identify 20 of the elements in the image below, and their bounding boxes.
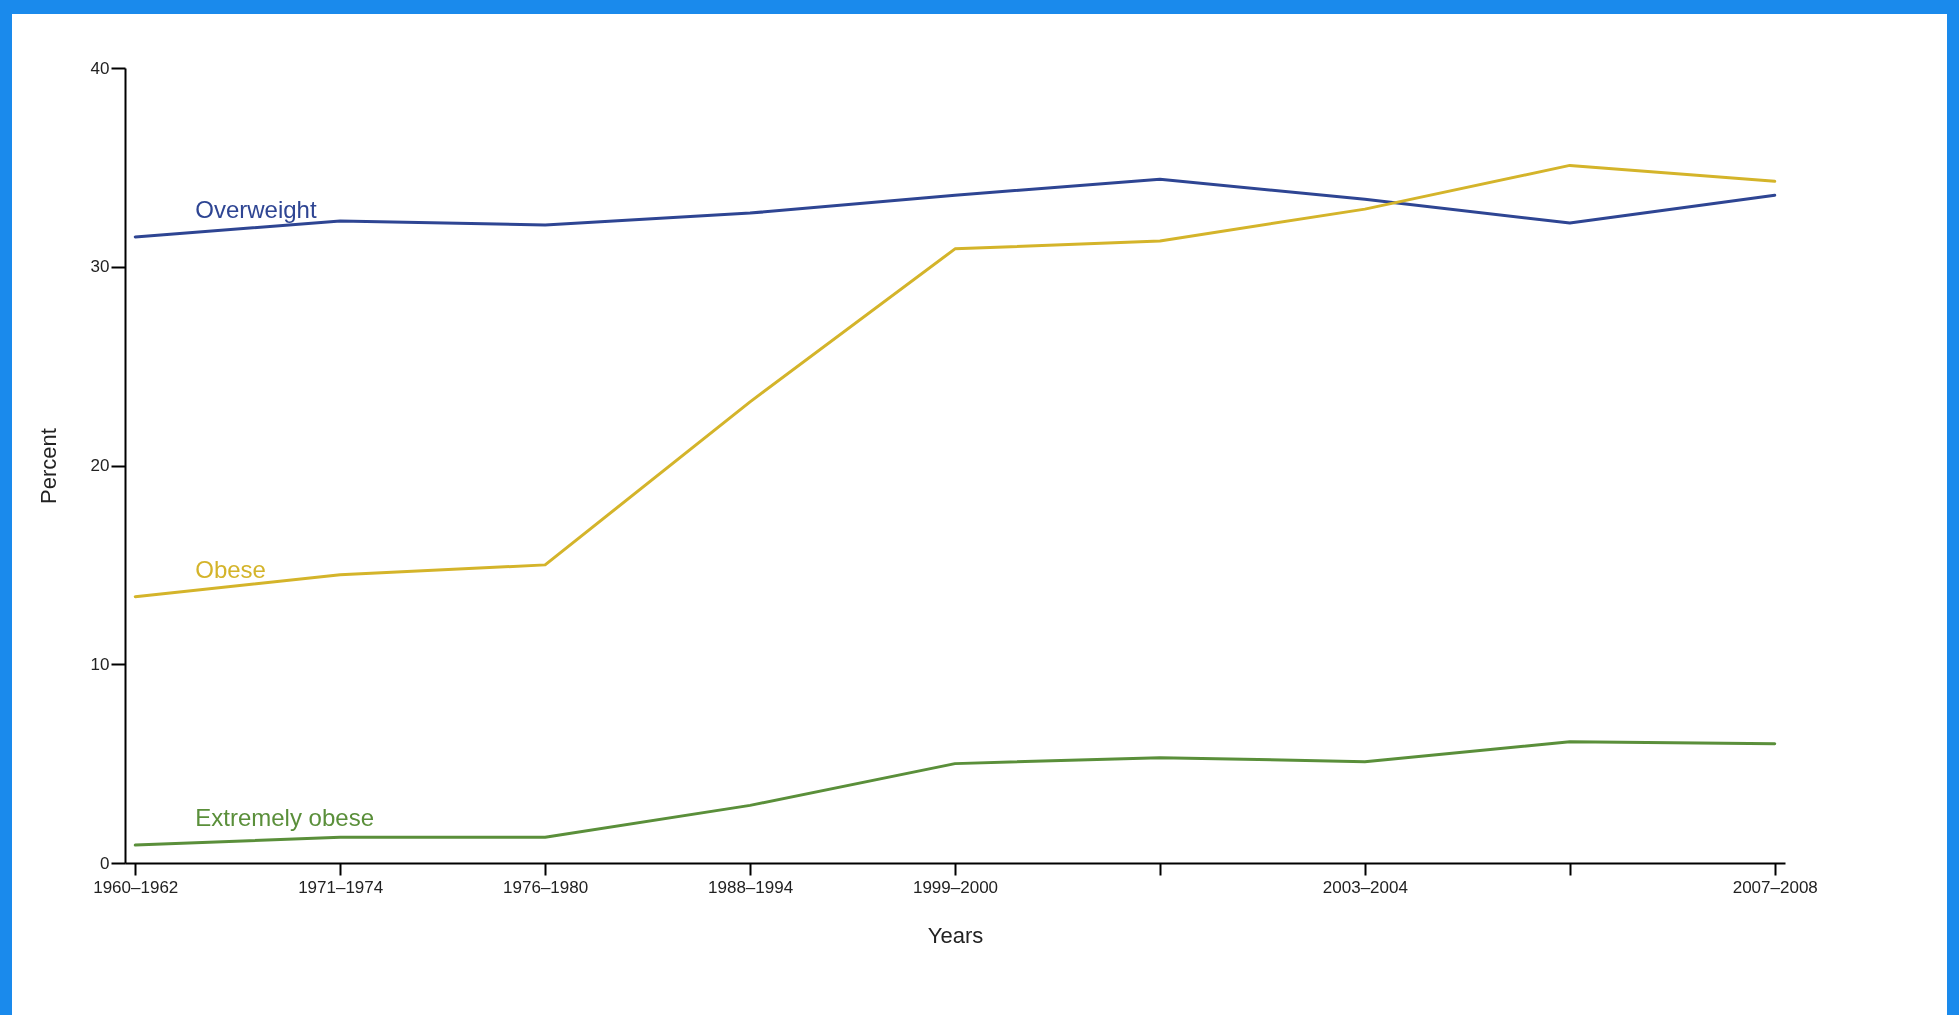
series-label: Extremely obese — [195, 804, 374, 832]
line-series — [133, 740, 1777, 847]
x-tick-label: 1960–1962 — [93, 877, 179, 897]
x-tick-label: 1976–1980 — [503, 877, 589, 897]
x-tick-label: 1988–1994 — [708, 877, 794, 897]
x-tick-label: 2007–2008 — [1732, 877, 1818, 897]
y-tick-label: 10 — [90, 654, 110, 674]
x-tick-label: 2003–2004 — [1322, 877, 1408, 897]
line-series — [133, 163, 1777, 599]
x-tick-label: 1999–2000 — [912, 877, 999, 897]
x-tick-label: 1971–1974 — [298, 877, 384, 897]
line-series — [133, 177, 1777, 239]
y-tick-label: 20 — [90, 456, 110, 475]
x-axis-title: Years — [927, 922, 984, 948]
y-tick-label: 30 — [90, 257, 110, 277]
series-label: Overweight — [195, 195, 317, 223]
y-tick-label: 0 — [100, 853, 110, 873]
y-tick-label: 40 — [90, 58, 110, 78]
y-axis-title: Percent — [35, 428, 61, 504]
series-label: Obese — [195, 555, 266, 583]
